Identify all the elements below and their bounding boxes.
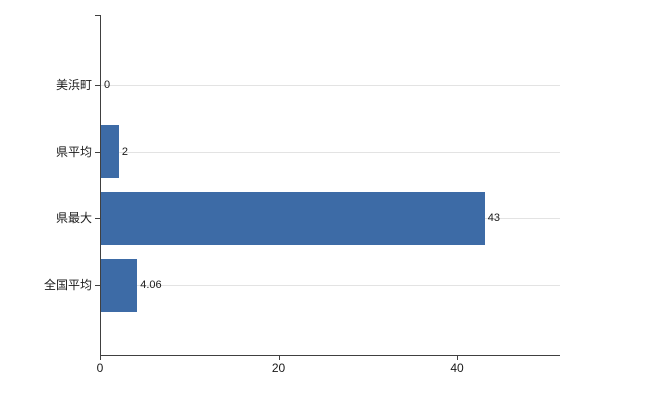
x-tick-label: 0 — [96, 361, 104, 375]
bar-県最大 — [101, 191, 485, 245]
bar-value-label: 4.06 — [140, 279, 162, 292]
bar-value-label: 0 — [104, 79, 111, 91]
bar-全国平均 — [101, 258, 138, 312]
x-axis-line — [100, 355, 560, 356]
bar-value-label: 2 — [121, 145, 128, 158]
category-label: 全国平均 — [43, 278, 92, 293]
bar-県平均 — [101, 125, 119, 179]
bar-value-label: 43 — [487, 212, 501, 225]
x-tick-label: 20 — [271, 361, 286, 375]
y-tick — [95, 85, 100, 86]
y-axis-top-tick — [95, 15, 100, 16]
category-label: 美浜町 — [55, 78, 92, 92]
y-tick — [95, 218, 100, 220]
x-tick — [278, 355, 280, 360]
gridline — [100, 285, 560, 287]
x-tick — [100, 355, 101, 360]
plot-area: 0 2 43 4.06 — [100, 15, 560, 356]
y-axis-line — [100, 15, 101, 355]
y-tick — [95, 285, 100, 287]
category-label: 県平均 — [55, 144, 92, 159]
y-tick — [95, 151, 100, 153]
x-tick — [457, 355, 458, 360]
gridline — [100, 85, 560, 86]
gridline — [100, 151, 560, 153]
x-tick-label: 40 — [450, 361, 464, 375]
category-label: 県最大 — [55, 211, 92, 226]
